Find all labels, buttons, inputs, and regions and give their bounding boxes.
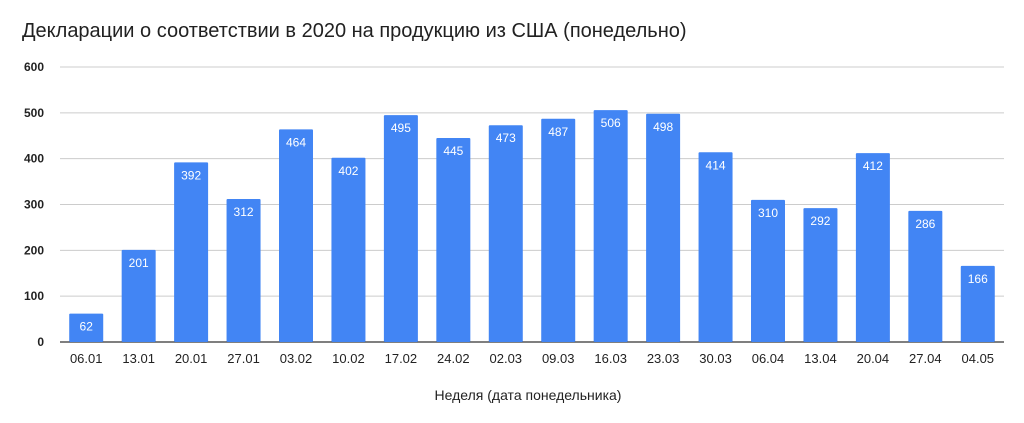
x-tick-label: 13.04 <box>804 351 837 366</box>
bar-02.03 <box>488 125 523 342</box>
x-tick-label: 24.02 <box>437 351 470 366</box>
x-tick-label: 20.01 <box>175 351 208 366</box>
data-label: 310 <box>758 206 778 220</box>
bar-04.05 <box>960 265 995 342</box>
x-tick-label: 27.04 <box>909 351 942 366</box>
x-tick-label: 09.03 <box>542 351 575 366</box>
bar-06.04 <box>751 199 785 342</box>
x-axis: 06.01 13.01 20.01 27.01 03.02 10.02 17.02 24.02… <box>70 351 994 366</box>
y-tick-label: 300 <box>24 198 44 212</box>
bar-20.01 <box>174 162 209 342</box>
x-axis-label: Неделя (дата понедельника) <box>435 387 622 403</box>
bar-13.01 <box>121 249 156 342</box>
bar-17.02 <box>383 115 418 342</box>
y-tick-label: 400 <box>24 152 44 166</box>
y-tick-label: 200 <box>24 243 44 257</box>
data-label: 464 <box>286 135 306 149</box>
data-label: 402 <box>338 164 358 178</box>
bar-20.04 <box>855 153 890 342</box>
data-label: 312 <box>234 205 254 219</box>
y-tick-label: 500 <box>24 106 44 120</box>
bar-09.03 <box>541 118 576 343</box>
x-tick-label: 04.05 <box>962 351 995 366</box>
data-label: 62 <box>80 320 94 334</box>
y-axis: 0 100 200 300 400 500 600 <box>24 60 44 349</box>
x-tick-label: 13.01 <box>122 351 155 366</box>
bar-24.02 <box>436 138 471 342</box>
data-label: 166 <box>968 272 988 286</box>
data-label: 445 <box>443 144 463 158</box>
x-tick-label: 20.04 <box>857 351 890 366</box>
bar-13.04 <box>803 208 838 342</box>
x-tick-label: 16.03 <box>594 351 627 366</box>
bar-23.03 <box>646 113 681 342</box>
bar-10.02 <box>331 157 366 342</box>
bars: 62 201 392 312 464 402 495 445 473 487 506 498 414 31… <box>69 110 995 343</box>
data-label: 412 <box>863 159 883 173</box>
data-label: 286 <box>915 217 935 231</box>
y-tick-label: 0 <box>37 335 44 349</box>
x-tick-label: 10.02 <box>332 351 365 366</box>
data-label: 292 <box>810 214 830 228</box>
bar-27.04 <box>908 210 943 342</box>
x-tick-label: 06.04 <box>752 351 785 366</box>
data-label: 487 <box>548 125 568 139</box>
gridlines <box>60 66 1004 343</box>
bar-06.01 <box>69 313 104 342</box>
x-tick-label: 06.01 <box>70 351 103 366</box>
bar-16.03 <box>593 110 628 342</box>
data-label: 201 <box>129 256 149 270</box>
y-tick-label: 100 <box>24 289 44 303</box>
y-tick-label: 600 <box>24 60 44 74</box>
x-tick-label: 02.03 <box>490 351 523 366</box>
bar-27.01 <box>226 199 261 342</box>
x-tick-label: 17.02 <box>385 351 418 366</box>
bar-30.03 <box>698 152 733 342</box>
data-label: 473 <box>496 131 516 145</box>
data-label: 506 <box>601 116 621 130</box>
x-tick-label: 27.01 <box>227 351 260 366</box>
data-label: 498 <box>653 120 673 134</box>
bar-03.02 <box>279 129 313 342</box>
data-label: 392 <box>181 168 201 182</box>
data-label: 495 <box>391 121 411 135</box>
data-label: 414 <box>706 158 726 172</box>
x-tick-label: 23.03 <box>647 351 680 366</box>
x-tick-label: 03.02 <box>280 351 313 366</box>
chart-title: Декларации о соответствии в 2020 на прод… <box>22 20 687 42</box>
x-tick-label: 30.03 <box>699 351 732 366</box>
